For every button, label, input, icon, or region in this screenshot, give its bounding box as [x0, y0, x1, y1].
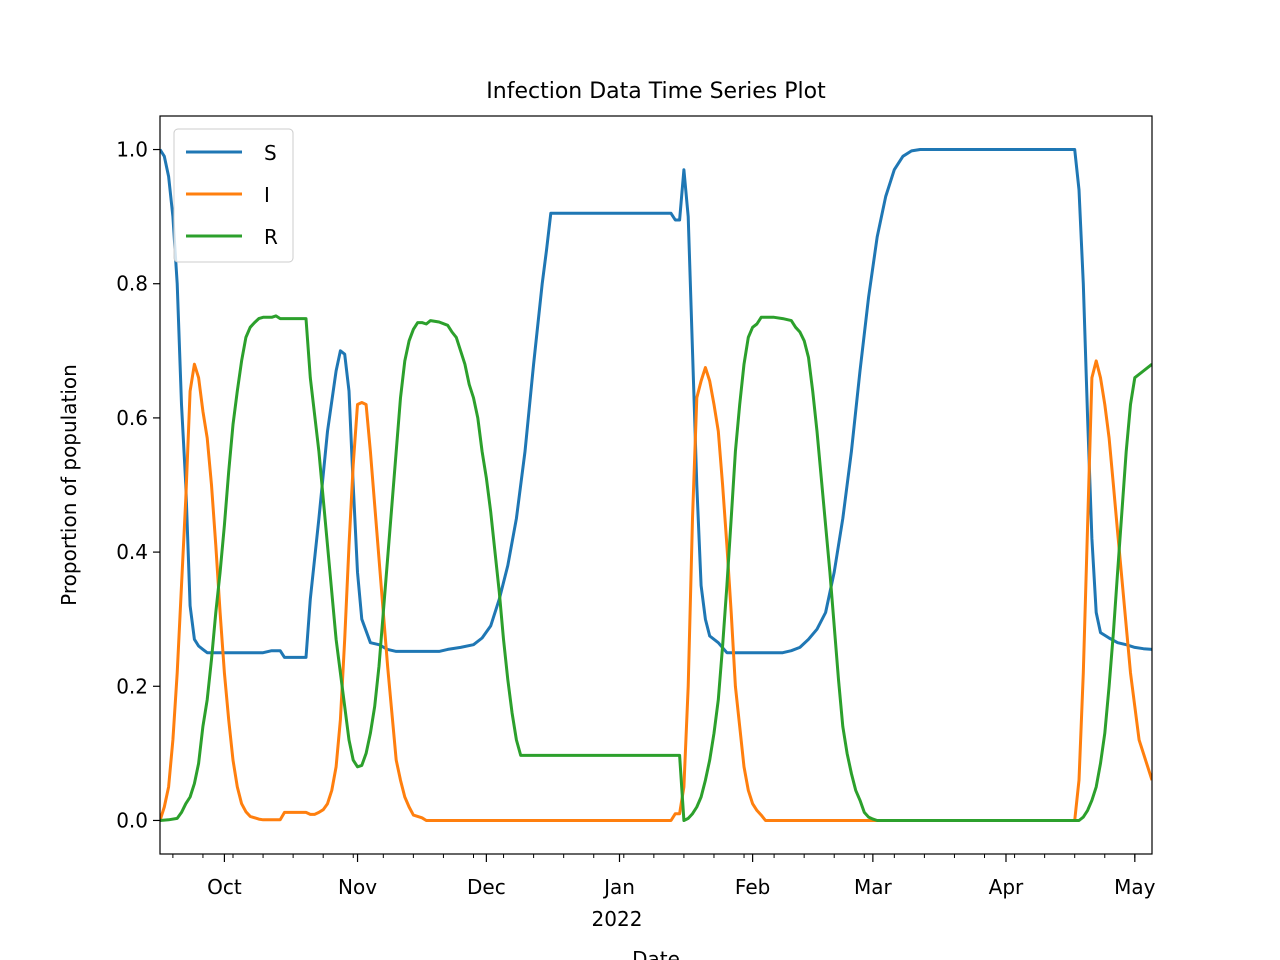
- x-tick-label: Oct: [207, 875, 242, 899]
- series-line-R: [160, 314, 1152, 822]
- x-axis-label: Date: [632, 947, 680, 960]
- chart-title: Infection Data Time Series Plot: [486, 79, 826, 104]
- legend-label-S: S: [264, 141, 277, 165]
- x-tick-label: May: [1114, 875, 1156, 899]
- series-line-I: [160, 359, 1152, 822]
- y-tick-label: 0.8: [116, 272, 148, 296]
- x-tick-label: Dec: [467, 875, 506, 899]
- y-axis-label: Proportion of population: [57, 364, 81, 606]
- y-tick-label: 1.0: [116, 138, 148, 162]
- x-tick-label: Nov: [338, 875, 377, 899]
- y-tick-label: 0.4: [116, 540, 148, 564]
- legend-label-R: R: [264, 225, 278, 249]
- x-year-label: 2022: [592, 907, 643, 931]
- x-tick-label: Mar: [854, 875, 893, 899]
- x-axis: Oct Nov Dec Jan Feb Mar Apr May: [172, 854, 1156, 899]
- x-tick-label: Apr: [989, 875, 1024, 899]
- y-tick-label: 0.2: [116, 674, 148, 698]
- y-tick-label: 0.6: [116, 406, 148, 430]
- series-layer: [160, 148, 1152, 822]
- x-tick-label: Jan: [602, 875, 635, 899]
- legend-label-I: I: [264, 183, 270, 207]
- plot-frame: [159, 115, 1153, 855]
- y-tick-label: 0.0: [116, 808, 148, 832]
- x-tick-label: Feb: [735, 875, 770, 899]
- legend: SIR: [173, 128, 294, 263]
- series-line-S: [160, 148, 1152, 659]
- y-axis: 0.0 0.2 0.4 0.6 0.8 1.0: [116, 138, 160, 832]
